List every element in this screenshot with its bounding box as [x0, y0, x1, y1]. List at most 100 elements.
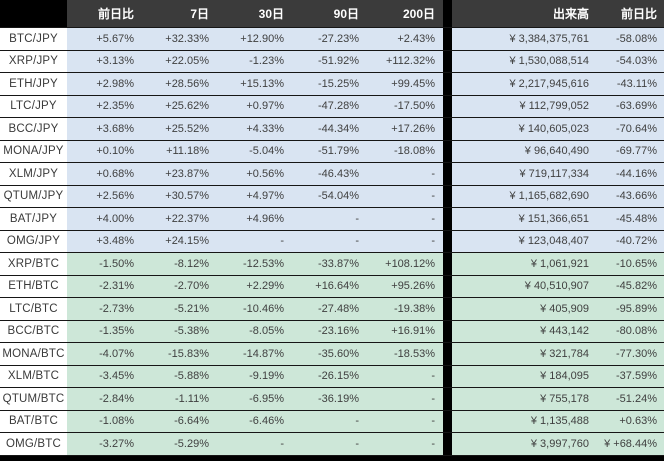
change-30d-cell: +12.90% — [217, 28, 292, 50]
table-row[interactable]: BCC/BTC -1.35% -5.38% -8.05% -23.16% +16… — [0, 320, 664, 343]
volume-change-cell: -10.65% — [597, 253, 664, 275]
pair-label: XRP/JPY — [0, 50, 67, 72]
header-change-30d: 30日 — [217, 0, 292, 27]
change-1d-cell: +2.56% — [67, 185, 142, 207]
change-200d-cell: - — [367, 208, 443, 230]
section-divider — [443, 365, 452, 387]
volume-cell: ¥ 3,997,760 — [452, 433, 597, 455]
pair-label: OMG/BTC — [0, 433, 67, 455]
change-30d-cell: - — [217, 433, 292, 455]
change-90d-cell: -47.28% — [292, 95, 367, 117]
table-row[interactable]: OMG/JPY +3.48% +24.15% - - - ¥ 123,048,4… — [0, 230, 664, 253]
table-row[interactable]: QTUM/JPY +2.56% +30.57% +4.97% -54.04% -… — [0, 185, 664, 208]
table-row[interactable]: XRP/JPY +3.13% +22.05% -1.23% -51.92% +1… — [0, 50, 664, 73]
section-divider — [443, 50, 452, 72]
change-200d-cell: -17.50% — [367, 95, 443, 117]
pair-label: XLM/BTC — [0, 365, 67, 387]
table-row[interactable]: OMG/BTC -3.27% -5.29% - - - ¥ 3,997,760 … — [0, 433, 664, 456]
volume-change-cell: -54.03% — [597, 50, 664, 72]
pair-label: BAT/JPY — [0, 208, 67, 230]
header-change-1d: 前日比 — [67, 0, 142, 27]
change-200d-cell: +112.32% — [367, 50, 443, 72]
change-7d-cell: +11.18% — [142, 140, 217, 162]
table-row[interactable]: LTC/JPY +2.35% +25.62% +0.97% -47.28% -1… — [0, 95, 664, 118]
pair-label: LTC/BTC — [0, 298, 67, 320]
change-90d-cell: - — [292, 433, 367, 455]
pair-label: BCC/BTC — [0, 320, 67, 342]
table-row[interactable]: BCC/JPY +3.68% +25.52% +4.33% -44.34% +1… — [0, 118, 664, 141]
section-divider — [443, 163, 452, 185]
volume-change-cell: -69.77% — [597, 140, 664, 162]
change-90d-cell: -51.92% — [292, 50, 367, 72]
table-row[interactable]: MONA/JPY +0.10% +11.18% -5.04% -51.79% -… — [0, 140, 664, 163]
volume-change-cell: -70.64% — [597, 118, 664, 140]
section-divider — [443, 118, 452, 140]
section-divider — [443, 140, 452, 162]
pair-label: XLM/JPY — [0, 163, 67, 185]
change-7d-cell: +22.05% — [142, 50, 217, 72]
change-90d-cell: -35.60% — [292, 343, 367, 365]
volume-change-cell: -44.16% — [597, 163, 664, 185]
change-7d-cell: -5.29% — [142, 433, 217, 455]
change-7d-cell: -15.83% — [142, 343, 217, 365]
change-7d-cell: -5.21% — [142, 298, 217, 320]
volume-cell: ¥ 321,784 — [452, 343, 597, 365]
section-divider — [443, 73, 452, 95]
volume-change-cell: -58.08% — [597, 28, 664, 50]
section-divider — [443, 185, 452, 207]
change-1d-cell: -1.08% — [67, 410, 142, 432]
change-200d-cell: +17.26% — [367, 118, 443, 140]
volume-change-cell: -43.66% — [597, 185, 664, 207]
change-200d-cell: +2.43% — [367, 28, 443, 50]
change-90d-cell: -36.19% — [292, 388, 367, 410]
volume-change-cell: -43.11% — [597, 73, 664, 95]
change-200d-cell: - — [367, 230, 443, 252]
change-1d-cell: +5.67% — [67, 28, 142, 50]
table-row[interactable]: XLM/BTC -3.45% -5.88% -9.19% -26.15% - ¥… — [0, 365, 664, 388]
change-200d-cell: +16.91% — [367, 320, 443, 342]
change-7d-cell: +24.15% — [142, 230, 217, 252]
table-row[interactable]: XLM/JPY +0.68% +23.87% +0.56% -46.43% - … — [0, 163, 664, 186]
change-7d-cell: +23.87% — [142, 163, 217, 185]
section-divider — [443, 230, 452, 252]
table-row[interactable]: BAT/BTC -1.08% -6.64% -6.46% - - ¥ 1,135… — [0, 410, 664, 433]
table-row[interactable]: BTC/JPY +5.67% +32.33% +12.90% -27.23% +… — [0, 28, 664, 51]
volume-cell: ¥ 123,048,407 — [452, 230, 597, 252]
volume-cell: ¥ 2,217,945,616 — [452, 73, 597, 95]
change-200d-cell: - — [367, 185, 443, 207]
volume-change-cell: -77.30% — [597, 343, 664, 365]
header-change-200d: 200日 — [367, 0, 443, 27]
section-divider — [443, 410, 452, 432]
change-30d-cell: -8.05% — [217, 320, 292, 342]
change-7d-cell: -8.12% — [142, 253, 217, 275]
volume-change-cell: -45.48% — [597, 208, 664, 230]
table-row[interactable]: LTC/BTC -2.73% -5.21% -10.46% -27.48% -1… — [0, 298, 664, 321]
volume-change-cell: -40.72% — [597, 230, 664, 252]
change-90d-cell: -23.16% — [292, 320, 367, 342]
change-200d-cell: +99.45% — [367, 73, 443, 95]
change-30d-cell: -6.95% — [217, 388, 292, 410]
change-90d-cell: -15.25% — [292, 73, 367, 95]
change-7d-cell: +28.56% — [142, 73, 217, 95]
change-1d-cell: -4.07% — [67, 343, 142, 365]
change-30d-cell: -6.46% — [217, 410, 292, 432]
table-row[interactable]: ETH/BTC -2.31% -2.70% +2.29% +16.64% +95… — [0, 275, 664, 298]
section-divider — [443, 208, 452, 230]
change-1d-cell: -1.35% — [67, 320, 142, 342]
table-row[interactable]: ETH/JPY +2.98% +28.56% +15.13% -15.25% +… — [0, 73, 664, 96]
change-30d-cell: -10.46% — [217, 298, 292, 320]
section-divider — [443, 275, 452, 297]
pair-label: LTC/JPY — [0, 95, 67, 117]
change-7d-cell: +30.57% — [142, 185, 217, 207]
change-30d-cell: -9.19% — [217, 365, 292, 387]
change-200d-cell: +95.26% — [367, 275, 443, 297]
pair-label: MONA/BTC — [0, 343, 67, 365]
table-row[interactable]: XRP/BTC -1.50% -8.12% -12.53% -33.87% +1… — [0, 253, 664, 276]
table-row[interactable]: QTUM/BTC -2.84% -1.11% -6.95% -36.19% - … — [0, 388, 664, 411]
change-30d-cell: - — [217, 230, 292, 252]
change-1d-cell: -3.27% — [67, 433, 142, 455]
table-row[interactable]: BAT/JPY +4.00% +22.37% +4.96% - - ¥ 151,… — [0, 208, 664, 231]
volume-change-cell: -63.69% — [597, 95, 664, 117]
volume-change-cell: -45.82% — [597, 275, 664, 297]
table-row[interactable]: MONA/BTC -4.07% -15.83% -14.87% -35.60% … — [0, 343, 664, 366]
